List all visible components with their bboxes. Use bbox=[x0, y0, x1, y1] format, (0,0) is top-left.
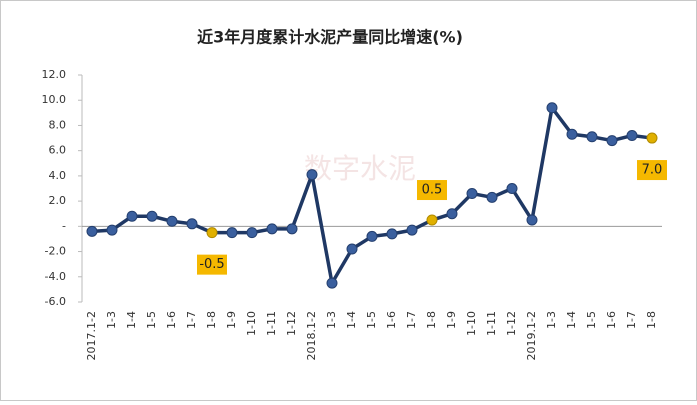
y-tick-label: -6.0 bbox=[45, 295, 66, 308]
x-tick-label: 1-5 bbox=[585, 311, 598, 329]
marker bbox=[206, 227, 218, 239]
x-tick-label: 2019.1-2 bbox=[525, 311, 538, 360]
x-tick-label: 1-10 bbox=[245, 311, 258, 336]
marker bbox=[166, 215, 178, 227]
y-tick-label: 10.0 bbox=[42, 93, 67, 106]
x-tick-label: 2017.1-2 bbox=[85, 311, 98, 360]
marker bbox=[266, 223, 278, 235]
marker bbox=[606, 135, 618, 147]
marker bbox=[106, 224, 118, 236]
x-tick-label: 1-10 bbox=[465, 311, 478, 336]
label-box bbox=[637, 160, 667, 181]
x-tick-label: 1-7 bbox=[185, 311, 198, 329]
x-tick-label: 1-5 bbox=[365, 311, 378, 329]
x-tick-label: 1-4 bbox=[125, 311, 138, 329]
x-tick-label: 1-4 bbox=[565, 311, 578, 329]
marker bbox=[306, 169, 318, 181]
x-tick-label: 1-6 bbox=[165, 311, 178, 329]
x-tick-label: 1-4 bbox=[345, 311, 358, 329]
watermark: 数字水泥 bbox=[304, 152, 416, 185]
y-tick-label: 4.0 bbox=[49, 169, 67, 182]
x-tick-label: 1-9 bbox=[225, 311, 238, 329]
label-box bbox=[417, 180, 447, 201]
data-label: 7.0 bbox=[642, 163, 663, 178]
marker bbox=[586, 131, 598, 143]
marker bbox=[246, 227, 258, 239]
x-tick-label: 1-7 bbox=[405, 311, 418, 329]
marker bbox=[486, 191, 498, 203]
y-tick-label: - bbox=[62, 219, 66, 232]
x-tick-label: 1-11 bbox=[265, 311, 278, 336]
x-tick-label: 1-3 bbox=[325, 311, 338, 329]
marker bbox=[406, 224, 418, 236]
x-tick-label: 1-8 bbox=[205, 311, 218, 329]
marker bbox=[186, 218, 198, 230]
marker bbox=[466, 188, 478, 200]
data-label: -0.5 bbox=[199, 257, 224, 272]
x-tick-label: 1-5 bbox=[145, 311, 158, 329]
marker bbox=[86, 225, 98, 237]
x-tick-label: 1-9 bbox=[445, 311, 458, 329]
marker bbox=[506, 183, 518, 194]
marker bbox=[446, 208, 458, 220]
marker bbox=[326, 277, 338, 289]
chart-title: 近3年月度累计水泥产量同比增速(%) bbox=[197, 28, 463, 47]
marker bbox=[346, 243, 358, 255]
x-tick-label: 1-8 bbox=[645, 311, 658, 329]
x-tick-label: 2018.1-2 bbox=[305, 311, 318, 360]
y-tick-label: 6.0 bbox=[49, 144, 67, 157]
y-tick-label: 12.0 bbox=[42, 68, 67, 81]
x-tick-label: 1-12 bbox=[285, 311, 298, 336]
y-tick-label: -2.0 bbox=[45, 245, 66, 258]
marker bbox=[146, 210, 158, 222]
x-tick-label: 1-12 bbox=[505, 311, 518, 336]
marker bbox=[646, 132, 658, 144]
x-tick-label: 1-8 bbox=[425, 311, 438, 329]
marker bbox=[526, 214, 538, 226]
marker bbox=[426, 214, 438, 226]
x-tick-label: 1-11 bbox=[485, 311, 498, 336]
y-tick-label: 8.0 bbox=[49, 118, 67, 131]
marker bbox=[386, 228, 398, 240]
y-tick-label: -4.0 bbox=[45, 270, 66, 283]
marker bbox=[626, 130, 638, 142]
data-label: 0.5 bbox=[422, 183, 443, 198]
marker bbox=[226, 227, 238, 239]
marker bbox=[366, 230, 378, 242]
x-tick-label: 1-3 bbox=[105, 311, 118, 329]
x-tick-label: 1-6 bbox=[605, 311, 618, 329]
marker bbox=[546, 102, 558, 114]
x-tick-label: 1-6 bbox=[385, 311, 398, 329]
x-tick-label: 1-3 bbox=[545, 311, 558, 329]
label-box bbox=[197, 254, 227, 275]
x-tick-label: 1-7 bbox=[625, 311, 638, 329]
marker bbox=[566, 128, 578, 140]
y-tick-label: 2.0 bbox=[49, 194, 67, 207]
marker bbox=[286, 223, 298, 235]
marker bbox=[126, 210, 138, 222]
